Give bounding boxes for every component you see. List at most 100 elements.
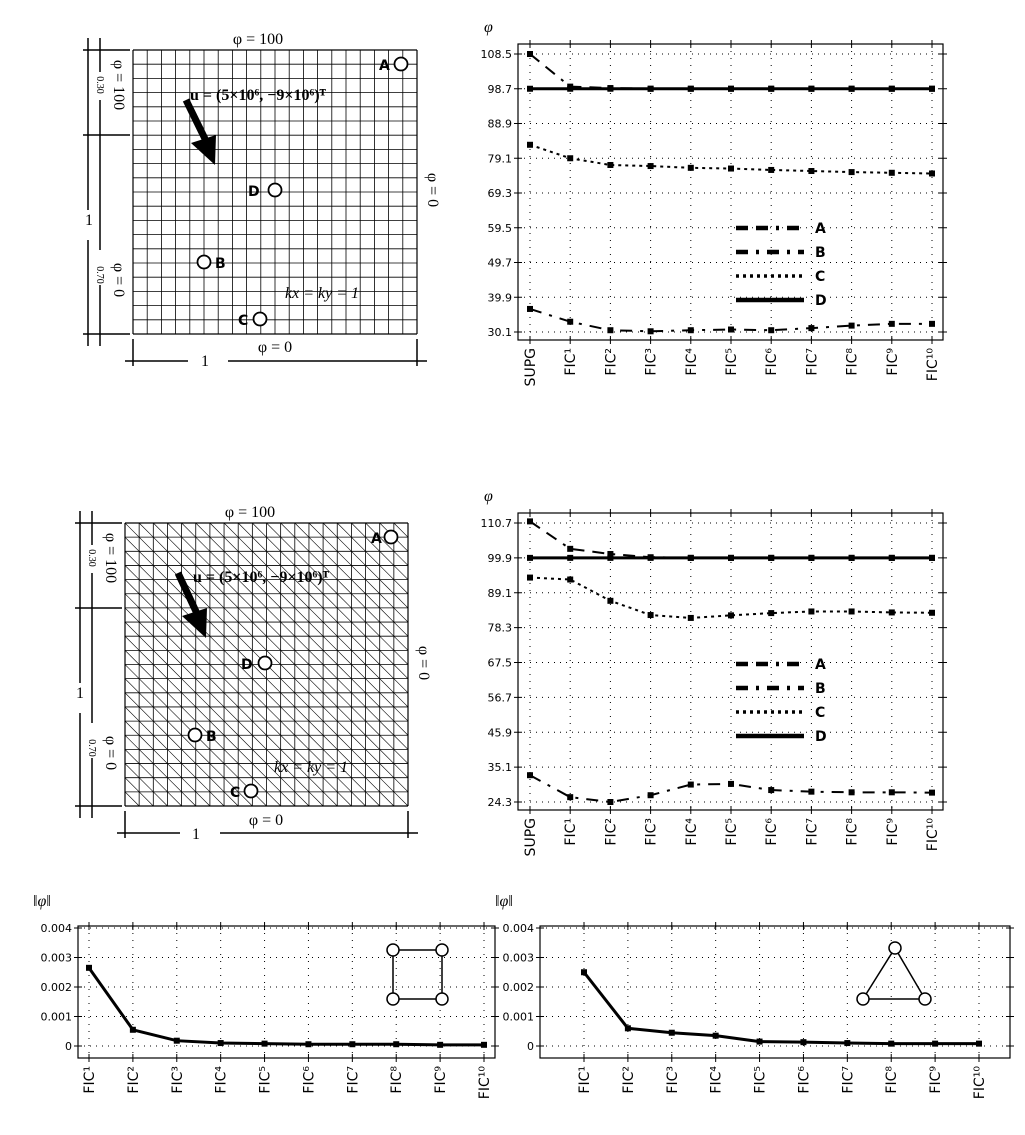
x-tick-label: FIC¹: [563, 348, 579, 376]
data-point: [728, 554, 734, 561]
mesh-diagonal: [266, 777, 281, 793]
mesh-diagonal: [280, 763, 296, 778]
legend-label: B: [815, 245, 826, 261]
data-point: [888, 789, 895, 796]
mesh-diagonal: [379, 678, 395, 694]
data-point: [129, 1026, 136, 1033]
mesh-diagonal: [138, 763, 154, 778]
x-tick-label: SUPG: [523, 348, 539, 386]
x-tick-label: FIC²: [126, 1066, 142, 1094]
mesh-diagonal: [223, 692, 239, 708]
mesh-diagonal: [153, 536, 168, 552]
mesh-diagonal: [124, 777, 140, 793]
mesh-diagonal: [223, 749, 239, 764]
mesh-diagonal: [153, 579, 168, 594]
mesh-diagonal: [365, 749, 380, 764]
mesh-diagonal: [181, 777, 196, 793]
triangular-element-icon: [856, 941, 932, 1006]
mesh-diagonal: [153, 777, 168, 793]
data-point: [888, 169, 895, 176]
data-point: [756, 1038, 763, 1045]
x-tick-label: FIC⁹: [885, 348, 901, 376]
mesh-diagonal: [195, 536, 211, 552]
data-point: [808, 325, 815, 332]
mesh-diagonal: [365, 621, 380, 637]
data-point: [800, 1039, 807, 1046]
y-tick-label: 108.5: [481, 48, 513, 61]
data-point: [728, 326, 734, 333]
mesh-diagonal: [266, 579, 281, 594]
mesh-diagonal: [322, 763, 338, 778]
mesh-diagonal: [237, 678, 253, 694]
mesh-diagonal: [365, 650, 380, 665]
mesh-diagonal: [138, 777, 154, 793]
mesh-diagonal: [153, 522, 168, 538]
y-tick-label: 110.7: [481, 517, 513, 530]
mesh-diagonal: [252, 607, 267, 623]
mesh-diagonal: [237, 763, 253, 778]
mesh-diagonal: [322, 551, 338, 566]
mesh-diagonal: [393, 749, 409, 764]
data-point: [567, 318, 574, 325]
mesh-diagonal: [351, 593, 366, 609]
mesh-diagonal: [351, 720, 366, 736]
mesh-diagonal: [223, 706, 239, 722]
x-tick-label: FIC⁵: [753, 1066, 769, 1094]
y-tick-label: 45.9: [488, 726, 513, 739]
mesh-diagonal: [237, 650, 253, 665]
mesh-diagonal: [294, 749, 310, 764]
mesh-diagonal: [266, 692, 281, 708]
mesh-diagonal: [153, 720, 168, 736]
data-point: [888, 609, 895, 616]
plot-frame: [539, 925, 1011, 1059]
element-node: [888, 941, 902, 955]
mesh-diagonal: [167, 635, 182, 651]
data-point: [888, 85, 895, 92]
data-point: [527, 141, 533, 148]
mesh-diagonal: [294, 565, 310, 580]
mesh-diagonal: [294, 664, 310, 679]
mesh-diagonal: [223, 735, 239, 750]
x-tick-label: FIC⁸: [389, 1066, 405, 1094]
mesh-diagonal: [322, 522, 338, 538]
mesh-diagonal: [252, 678, 267, 694]
mesh-diagonal: [252, 522, 267, 538]
legend-label: A: [815, 221, 826, 237]
mesh-diagonal: [393, 565, 409, 580]
mesh-diagonal: [209, 565, 225, 580]
legend-label: C: [815, 269, 825, 285]
mesh-diagonal: [138, 650, 154, 665]
width-label: 1: [201, 353, 209, 370]
mesh-diagonal: [379, 664, 395, 679]
phi-chart-quad-mesh: φ 30.1 39.9 49.7 59.5 69.3 79.1 88.9 98.7 108.5 SU…: [481, 19, 947, 386]
mesh-diagonal: [252, 749, 267, 764]
mesh-diagonal: [124, 678, 140, 694]
mesh-diagonal: [365, 777, 380, 793]
data-point: [567, 155, 574, 162]
mesh-diagonal: [280, 579, 296, 594]
mesh-diagonal: [266, 763, 281, 778]
element-node: [386, 992, 400, 1006]
mesh-diagonal: [280, 777, 296, 793]
mesh-diagonal: [209, 735, 225, 750]
mesh-diagonal: [237, 664, 253, 679]
velocity-label: u = (5×10⁶, −9×10⁶)ᵀ: [190, 87, 327, 104]
data-point: [173, 1037, 180, 1044]
mesh-diagonal: [195, 763, 211, 778]
mesh-diagonal: [351, 692, 366, 708]
data-point: [768, 610, 775, 617]
mesh-diagonal: [294, 593, 310, 609]
mesh-diagonal: [252, 777, 267, 793]
arrow-head-icon: [182, 608, 207, 638]
mesh-diagonal: [379, 551, 395, 566]
data-point: [976, 1040, 982, 1047]
mesh-diagonal: [379, 650, 395, 665]
mesh-diagonal: [393, 551, 409, 566]
series-line-norm: [87, 966, 484, 1047]
mesh-diagonal: [294, 706, 310, 722]
x-tick-label: FIC⁵: [724, 818, 740, 846]
mesh-diagonal: [167, 791, 182, 807]
element-node: [435, 943, 449, 957]
mesh-diagonal: [167, 678, 182, 694]
series-line-b: [529, 307, 932, 333]
